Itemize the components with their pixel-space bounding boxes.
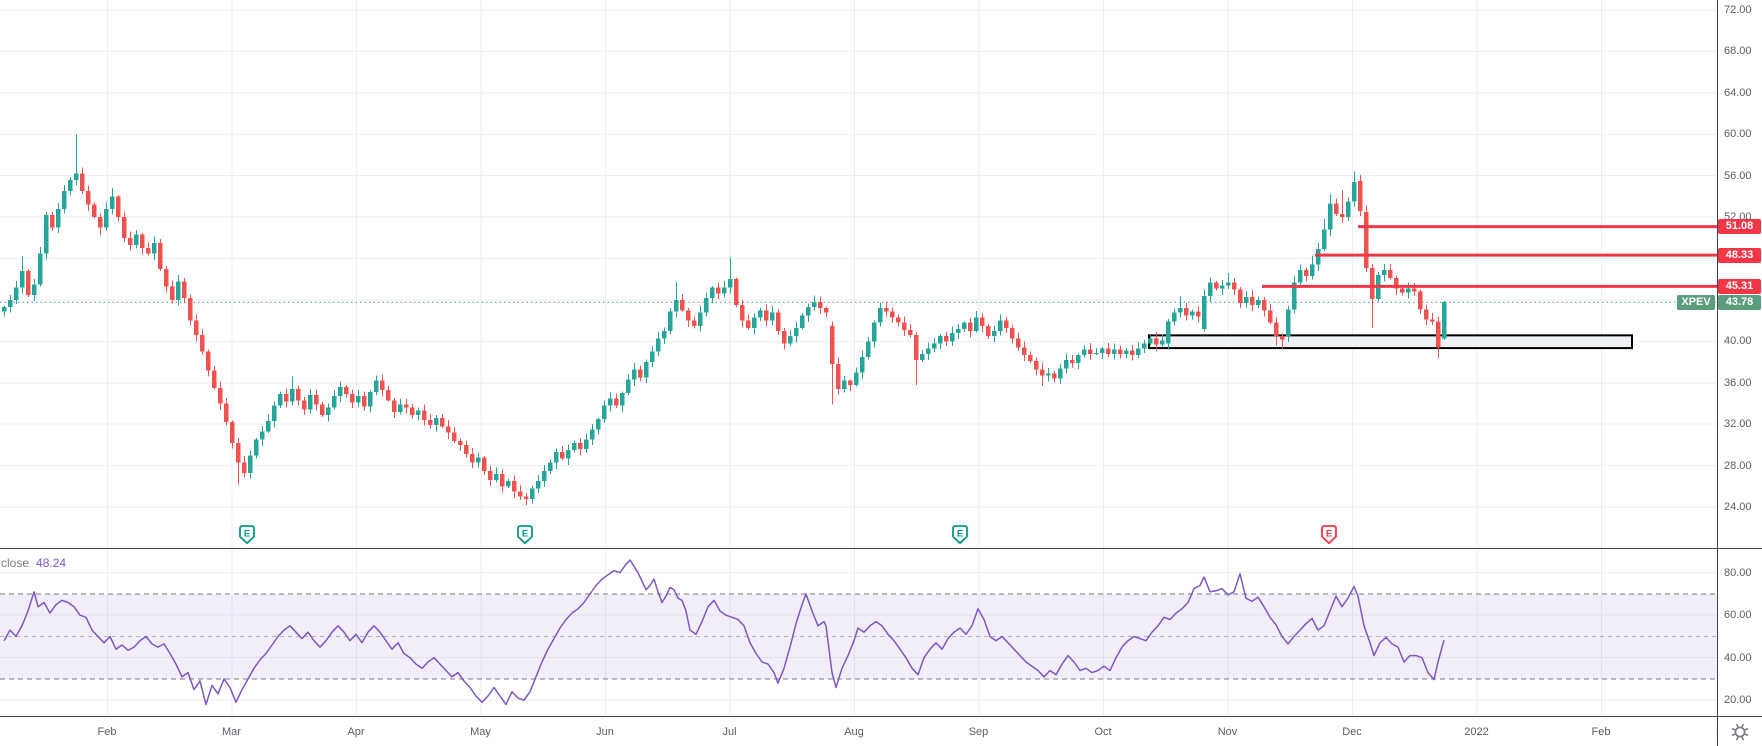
time-axis-label: May — [470, 726, 491, 738]
time-axis-label: Jan — [0, 726, 7, 738]
svg-text:E: E — [1326, 528, 1332, 539]
time-axis-label: Mar — [1709, 726, 1717, 738]
level-price-badge: 45.31 — [1718, 278, 1761, 294]
last-price-symbol-badge: XPEV — [1677, 294, 1715, 310]
rsi-legend: close 48.24 — [1, 556, 66, 570]
price-tick-label: 40.00 — [1724, 335, 1752, 348]
rsi-legend-value: 48.24 — [36, 556, 67, 570]
time-axis-label: Dec — [1342, 726, 1362, 738]
time-axis-label: Jun — [596, 726, 614, 738]
earnings-icon[interactable]: E — [239, 525, 255, 545]
price-tick-label: 68.00 — [1724, 45, 1752, 58]
time-axis-label: Aug — [844, 726, 864, 738]
rsi-legend-label: close — [1, 556, 30, 570]
gear-icon[interactable] — [1730, 722, 1750, 742]
earnings-icon[interactable]: E — [952, 525, 968, 545]
price-tick-label: 28.00 — [1724, 459, 1752, 472]
time-axis-label: Jul — [722, 726, 737, 738]
time-axis-label: Nov — [1217, 726, 1238, 738]
time-axis-label: Feb — [1591, 726, 1611, 738]
rsi-tick-label: 60.00 — [1724, 609, 1752, 622]
price-tick-label: 36.00 — [1724, 376, 1752, 389]
time-axis-label: 2022 — [1464, 726, 1489, 738]
rsi-tick-label: 80.00 — [1724, 566, 1752, 579]
svg-text:E: E — [522, 528, 528, 539]
grid — [0, 0, 1718, 717]
candles — [2, 134, 1447, 505]
rsi-tick-label: 20.00 — [1724, 694, 1752, 707]
rsi-line — [3, 559, 1445, 706]
time-axis-label: Sep — [968, 726, 989, 738]
earnings-icon[interactable]: E — [517, 525, 533, 545]
time-axis-label: Mar — [222, 726, 241, 738]
price-tick-label: 56.00 — [1724, 169, 1752, 182]
time-axis[interactable]: Jan Feb Mar Apr May Jun Jul Aug Sep Oct Nov Dec 2022… — [0, 717, 1717, 746]
svg-text:E: E — [244, 528, 250, 539]
price-tick-label: 32.00 — [1724, 418, 1752, 431]
earnings-icon[interactable]: E — [1321, 525, 1337, 545]
time-axis-label: Oct — [1094, 726, 1112, 738]
time-axis-label: Feb — [97, 726, 117, 738]
svg-text:E: E — [957, 528, 963, 539]
rsi-tick-label: 40.00 — [1724, 651, 1752, 664]
price-tick-label: 24.00 — [1724, 501, 1752, 514]
time-axis-label: Apr — [347, 726, 365, 738]
level-price-badge: 48.33 — [1718, 247, 1761, 263]
rsi-band — [0, 593, 1718, 680]
price-tick-label: 60.00 — [1724, 128, 1752, 141]
price-tick-label: 72.00 — [1724, 4, 1752, 16]
price-tick-label: 64.00 — [1724, 86, 1752, 99]
support-box[interactable] — [1148, 334, 1633, 350]
last-price-badge: 43.78 — [1718, 294, 1761, 310]
level-rays[interactable] — [1262, 225, 1718, 288]
level-price-badge: 51.08 — [1718, 219, 1761, 235]
